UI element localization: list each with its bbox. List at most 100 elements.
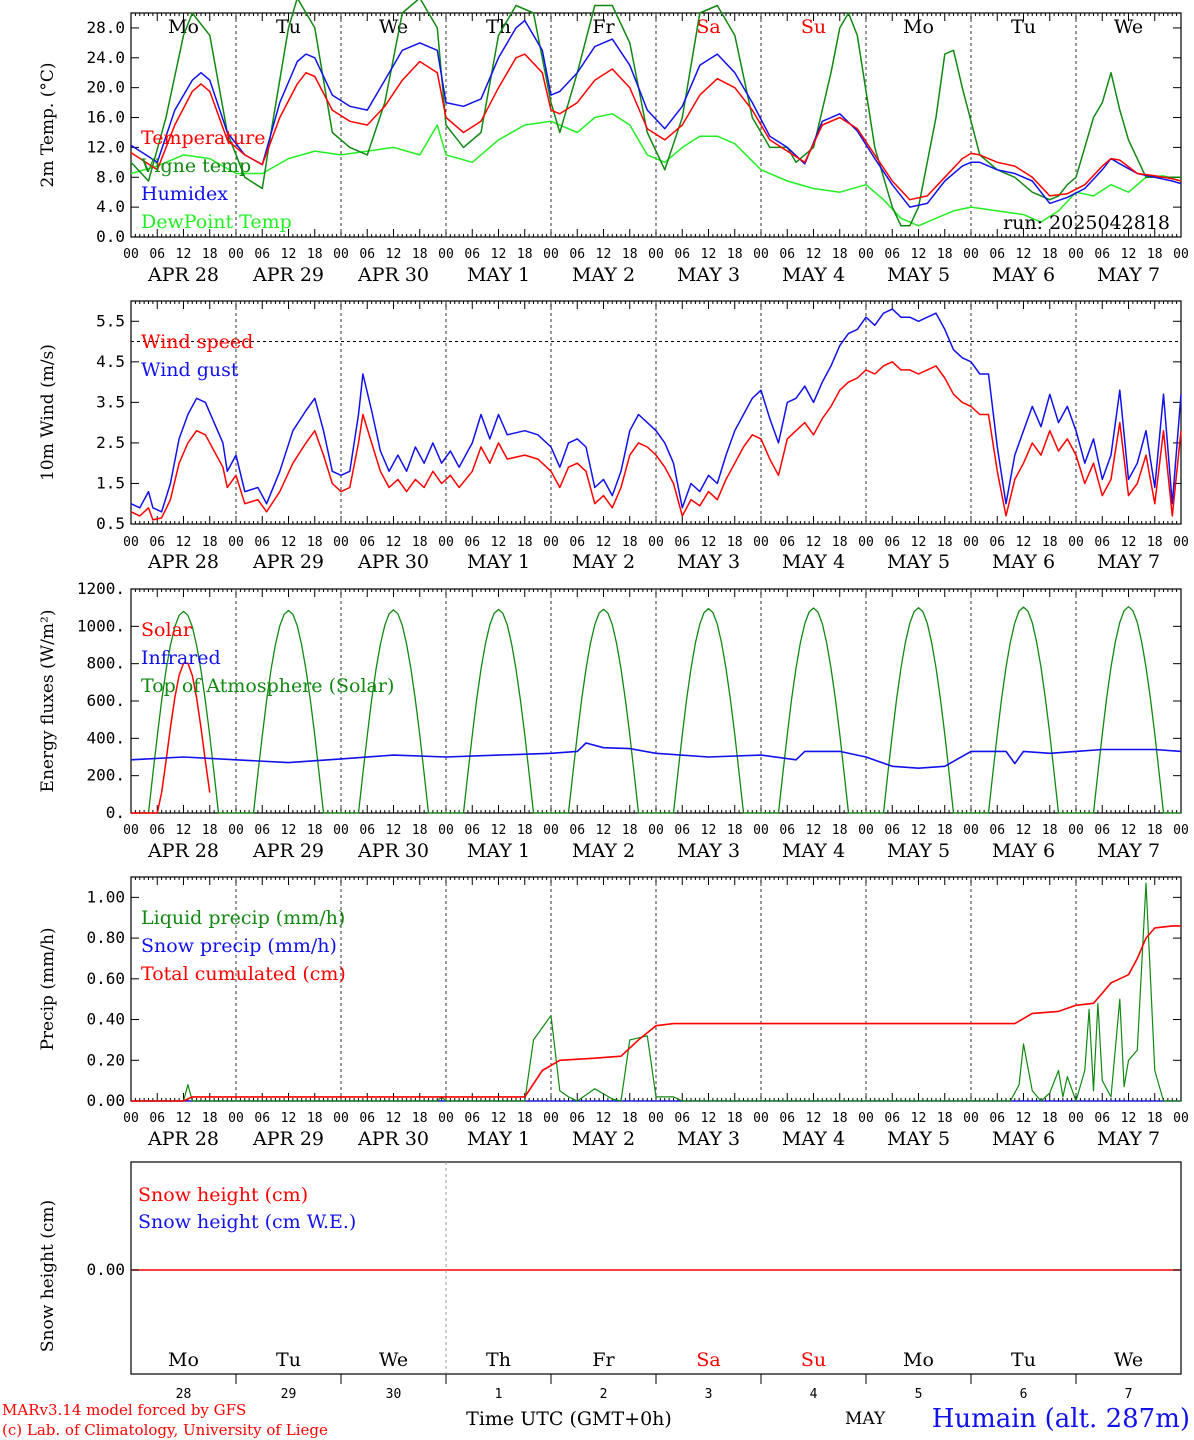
hour-tick-label: 12 [806,823,822,838]
hour-tick-label: 18 [202,535,218,550]
y-tick-label: 5.5 [96,311,125,330]
hour-tick-label: 00 [333,247,349,262]
y-tick-label: 400. [86,728,125,747]
hour-tick-label: 18 [202,1111,218,1126]
hour-tick-label: 00 [963,823,979,838]
hour-tick-label: 00 [648,247,664,262]
y-tick-label: 1.00 [86,887,125,906]
hour-tick-label: 18 [727,823,743,838]
hour-tick-label: 18 [937,823,953,838]
hour-tick-label: 12 [386,247,402,262]
y-tick-label: 0.00 [86,1260,125,1279]
legend-entry: Wind speed [141,331,253,353]
date-label: MAY 6 [992,1128,1055,1150]
y-tick-label: 1.5 [96,473,125,492]
date-label: MAY 5 [887,264,950,286]
hour-tick-label: 06 [359,535,375,550]
hour-tick-label: 06 [359,1111,375,1126]
date-label: MAY 5 [887,840,950,862]
weekday-label: We [379,16,408,38]
legend-entry: Temperature [141,127,265,149]
hour-tick-label: 12 [281,823,297,838]
hour-tick-label: 00 [123,535,139,550]
hour-tick-label: 18 [832,1111,848,1126]
legend-entry: DewPoint Temp [141,211,292,233]
hour-tick-label: 18 [622,1111,638,1126]
y-tick-label: 0.5 [96,514,125,533]
hour-tick-label: 00 [543,1111,559,1126]
hour-tick-label: 12 [491,1111,507,1126]
hour-tick-label: 12 [281,247,297,262]
hour-tick-label: 12 [491,247,507,262]
weekday-label: Su [801,1349,826,1371]
hour-tick-label: 18 [412,1111,428,1126]
hour-tick-label: 00 [963,247,979,262]
date-label: MAY 7 [1097,264,1160,286]
hour-tick-label: 12 [491,535,507,550]
weekday-label: We [1114,1349,1143,1371]
hour-tick-label: 12 [911,1111,927,1126]
y-tick-label: 8.0 [96,167,125,186]
hour-tick-label: 12 [386,823,402,838]
hour-tick-label: 18 [1147,247,1163,262]
hour-tick-label: 00 [1068,247,1084,262]
hour-tick-label: 00 [963,535,979,550]
date-label: MAY 1 [467,1128,530,1150]
hour-tick-label: 06 [149,247,165,262]
hour-tick-label: 06 [569,247,585,262]
hour-tick-label: 00 [438,247,454,262]
hour-tick-label: 12 [176,1111,192,1126]
hour-tick-label: 12 [911,823,927,838]
hour-tick-label: 06 [464,247,480,262]
y-tick-label: 2.5 [96,433,125,452]
legend-entry: Top of Atmosphere (Solar) [141,675,394,697]
day-number-label: 30 [386,1387,402,1402]
date-label: APR 30 [357,264,429,286]
y-tick-label: 24.0 [86,48,125,67]
hour-tick-label: 06 [149,535,165,550]
hour-tick-label: 06 [989,535,1005,550]
date-label: APR 30 [357,840,429,862]
date-label: MAY 3 [677,840,740,862]
hour-tick-label: 18 [307,1111,323,1126]
hour-tick-label: 00 [438,1111,454,1126]
hour-tick-label: 18 [307,247,323,262]
weekday-label: Mo [903,1349,934,1371]
date-label: MAY 1 [467,264,530,286]
weekday-label: Sa [696,1349,720,1371]
date-label: MAY 6 [992,551,1055,573]
station-label: Humain (alt. 287m) [932,1404,1190,1434]
hour-tick-label: 18 [727,1111,743,1126]
y-tick-label: 3.5 [96,392,125,411]
hour-tick-label: 00 [1173,535,1189,550]
date-label: MAY 7 [1097,840,1160,862]
date-label: APR 29 [252,840,324,862]
legend-entry: Total cumulated (cm) [141,963,346,985]
legend-entry: Infrared [141,647,221,669]
hour-tick-label: 00 [858,247,874,262]
legend-entry: Vigne temp [140,155,251,177]
hour-tick-label: 06 [359,247,375,262]
y-tick-label: 600. [86,691,125,710]
weekday-label: Th [486,16,511,38]
weekday-label: Tu [276,1349,301,1371]
date-label: MAY 5 [887,1128,950,1150]
hour-tick-label: 18 [517,1111,533,1126]
date-label: MAY 4 [782,264,845,286]
hour-tick-label: 06 [1094,1111,1110,1126]
hour-tick-label: 12 [596,1111,612,1126]
series-line-wind-gust [130,308,1182,513]
hour-tick-label: 00 [1068,535,1084,550]
date-label: MAY 4 [782,551,845,573]
y-axis-label: 10m Wind (m/s) [38,344,58,481]
weekday-label: We [1114,16,1143,38]
date-label: APR 28 [147,551,219,573]
series-line-wind-speed [130,361,1182,521]
hour-tick-label: 00 [858,1111,874,1126]
series-line-temperature [130,53,1182,201]
hour-tick-label: 12 [596,247,612,262]
panel-frame-2 [130,588,1182,814]
panel-frame-1 [130,300,1182,525]
hour-tick-label: 06 [779,823,795,838]
